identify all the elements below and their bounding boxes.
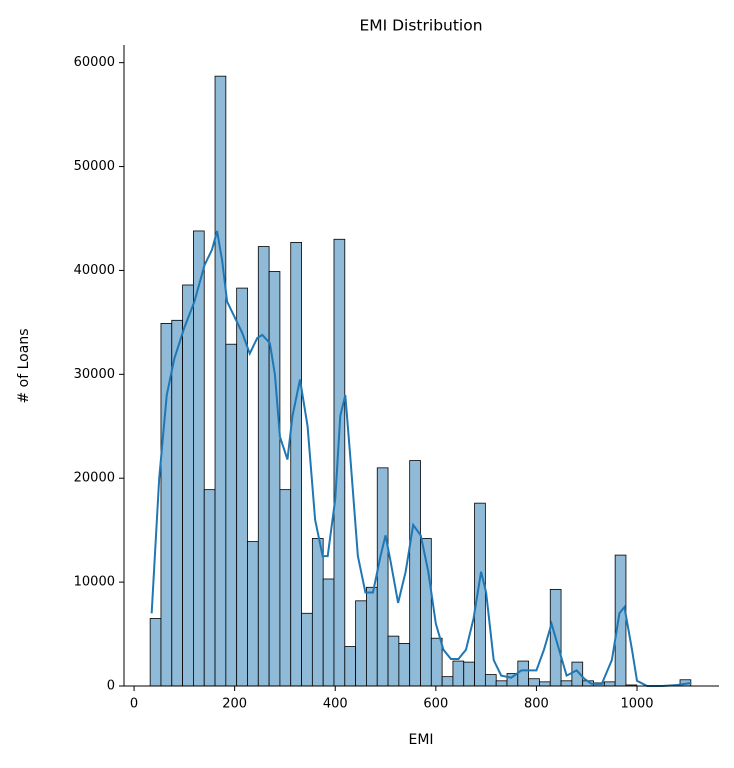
bar [452,660,465,687]
x-axis-label: EMI [408,732,433,748]
bar [517,660,530,687]
x-tick-label: 1000 [620,697,653,712]
y-tick-label: 20000 [74,471,115,486]
bar [614,554,627,687]
bar [463,661,475,687]
bar [495,680,508,687]
bar [257,246,270,687]
y-tick-label: 60000 [74,55,115,70]
y-tick-label: 0 [107,679,115,694]
bar [441,676,454,687]
bar [409,460,421,687]
bar [474,502,486,687]
bar [344,646,357,687]
bar [376,467,389,687]
bar [484,674,497,687]
y-tick-label: 30000 [74,367,115,382]
x-tick-label: 0 [130,697,138,712]
bar [290,241,302,687]
bar [236,287,248,687]
bar [528,678,540,687]
bar [387,635,400,687]
bar [539,681,551,687]
bar [322,578,335,687]
bar [355,600,367,687]
y-axis-label: # of Loans [16,329,32,404]
bar [398,643,411,687]
y-tick-label: 40000 [74,263,115,278]
bar [247,541,259,687]
bar [279,489,292,687]
bar [506,673,519,687]
bar [333,238,346,687]
bar [430,637,443,687]
bar [603,681,616,687]
x-tick-label: 600 [423,697,448,712]
bar [171,319,183,687]
bar [560,680,573,687]
bar [203,489,216,687]
x-tick-label: 800 [524,697,549,712]
chart-title: EMI Distribution [359,17,482,35]
bar [214,75,227,687]
bar [366,586,378,687]
bar [149,618,162,687]
kde-line [150,230,692,687]
bar [225,343,238,687]
x-tick-label: 200 [222,697,247,712]
x-tick-label: 400 [323,697,348,712]
bar [311,538,324,687]
bar [268,271,281,687]
y-tick-label: 10000 [74,575,115,590]
bar [182,284,194,687]
y-tick-label: 50000 [74,159,115,174]
bar [301,612,313,687]
